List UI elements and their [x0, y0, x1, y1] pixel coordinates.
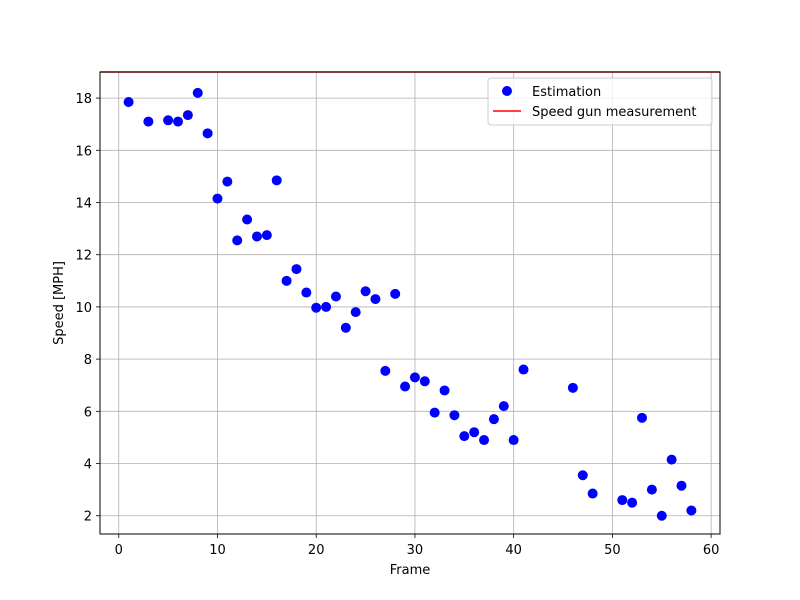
x-tick-label: 50 [604, 543, 621, 558]
estimation-point [271, 175, 282, 186]
estimation-point [409, 372, 420, 383]
x-tick-label: 20 [308, 543, 325, 558]
estimation-point [340, 322, 351, 333]
estimation-point [380, 365, 391, 376]
x-tick-label: 40 [505, 543, 522, 558]
estimation-point [251, 231, 262, 242]
estimation-point [163, 115, 174, 126]
y-ticks: 2 4 6 8 10 12 14 16 18 [75, 92, 100, 525]
legend-estimation-label: Estimation [532, 85, 601, 100]
estimation-point [587, 488, 598, 499]
x-axis-label: Frame [390, 563, 431, 578]
estimation-point [281, 275, 292, 286]
estimation-point [498, 401, 509, 412]
legend-box [487, 77, 713, 126]
estimation-point [567, 382, 578, 393]
estimation-point [627, 497, 638, 508]
estimation-point [666, 454, 677, 465]
estimation-point [172, 116, 183, 127]
estimation-point [479, 435, 490, 446]
estimation-points [123, 87, 697, 521]
estimation-point [370, 294, 381, 305]
y-tick-label: 6 [84, 405, 92, 420]
grid-lines [100, 72, 720, 534]
estimation-point [577, 470, 588, 481]
x-tick-label: 60 [703, 543, 720, 558]
estimation-point [429, 407, 440, 418]
y-tick-label: 4 [84, 458, 92, 473]
estimation-point [321, 301, 332, 312]
estimation-point [222, 176, 233, 187]
estimation-point [686, 505, 697, 516]
y-tick-label: 14 [75, 197, 92, 212]
estimation-point [123, 97, 134, 108]
y-tick-label: 12 [75, 249, 92, 264]
estimation-point [311, 302, 322, 313]
estimation-point [676, 480, 687, 491]
estimation-point [232, 235, 243, 246]
estimation-point [508, 435, 519, 446]
y-axis-label: Speed [MPH] [52, 261, 67, 345]
estimation-point [192, 87, 203, 98]
y-tick-label: 10 [75, 301, 92, 316]
estimation-point [330, 291, 341, 302]
estimation-point [242, 214, 253, 225]
estimation-point [390, 288, 401, 299]
estimation-point [143, 116, 154, 127]
estimation-point [291, 264, 302, 275]
y-tick-label: 2 [84, 510, 92, 525]
estimation-point [182, 110, 193, 121]
estimation-point [419, 376, 430, 387]
estimation-point [469, 427, 480, 438]
x-tick-label: 30 [407, 543, 424, 558]
estimation-point [439, 385, 450, 396]
estimation-point [301, 287, 312, 298]
estimation-point [400, 381, 411, 392]
estimation-point [261, 230, 272, 241]
x-tick-label: 10 [209, 543, 226, 558]
estimation-point [449, 410, 460, 421]
estimation-point [212, 193, 223, 204]
legend-estimation-marker [502, 86, 512, 96]
y-tick-label: 8 [84, 353, 92, 368]
estimation-point [350, 307, 361, 318]
estimation-point [459, 431, 470, 442]
estimation-point [202, 128, 213, 139]
x-ticks: 0 10 20 30 40 50 60 [115, 534, 720, 558]
estimation-point [360, 286, 371, 297]
legend: Estimation Speed gun measurement [487, 77, 713, 126]
estimation-point [656, 510, 667, 521]
y-tick-label: 16 [75, 144, 92, 159]
estimation-point [646, 484, 657, 495]
estimation-point [488, 414, 499, 425]
estimation-point [518, 364, 529, 375]
plot-frame [99, 71, 721, 535]
y-tick-label: 18 [75, 92, 92, 107]
estimation-point [637, 412, 648, 423]
estimation-point [617, 495, 628, 506]
legend-speed-gun-label: Speed gun measurement [532, 105, 696, 120]
x-tick-label: 0 [115, 543, 123, 558]
